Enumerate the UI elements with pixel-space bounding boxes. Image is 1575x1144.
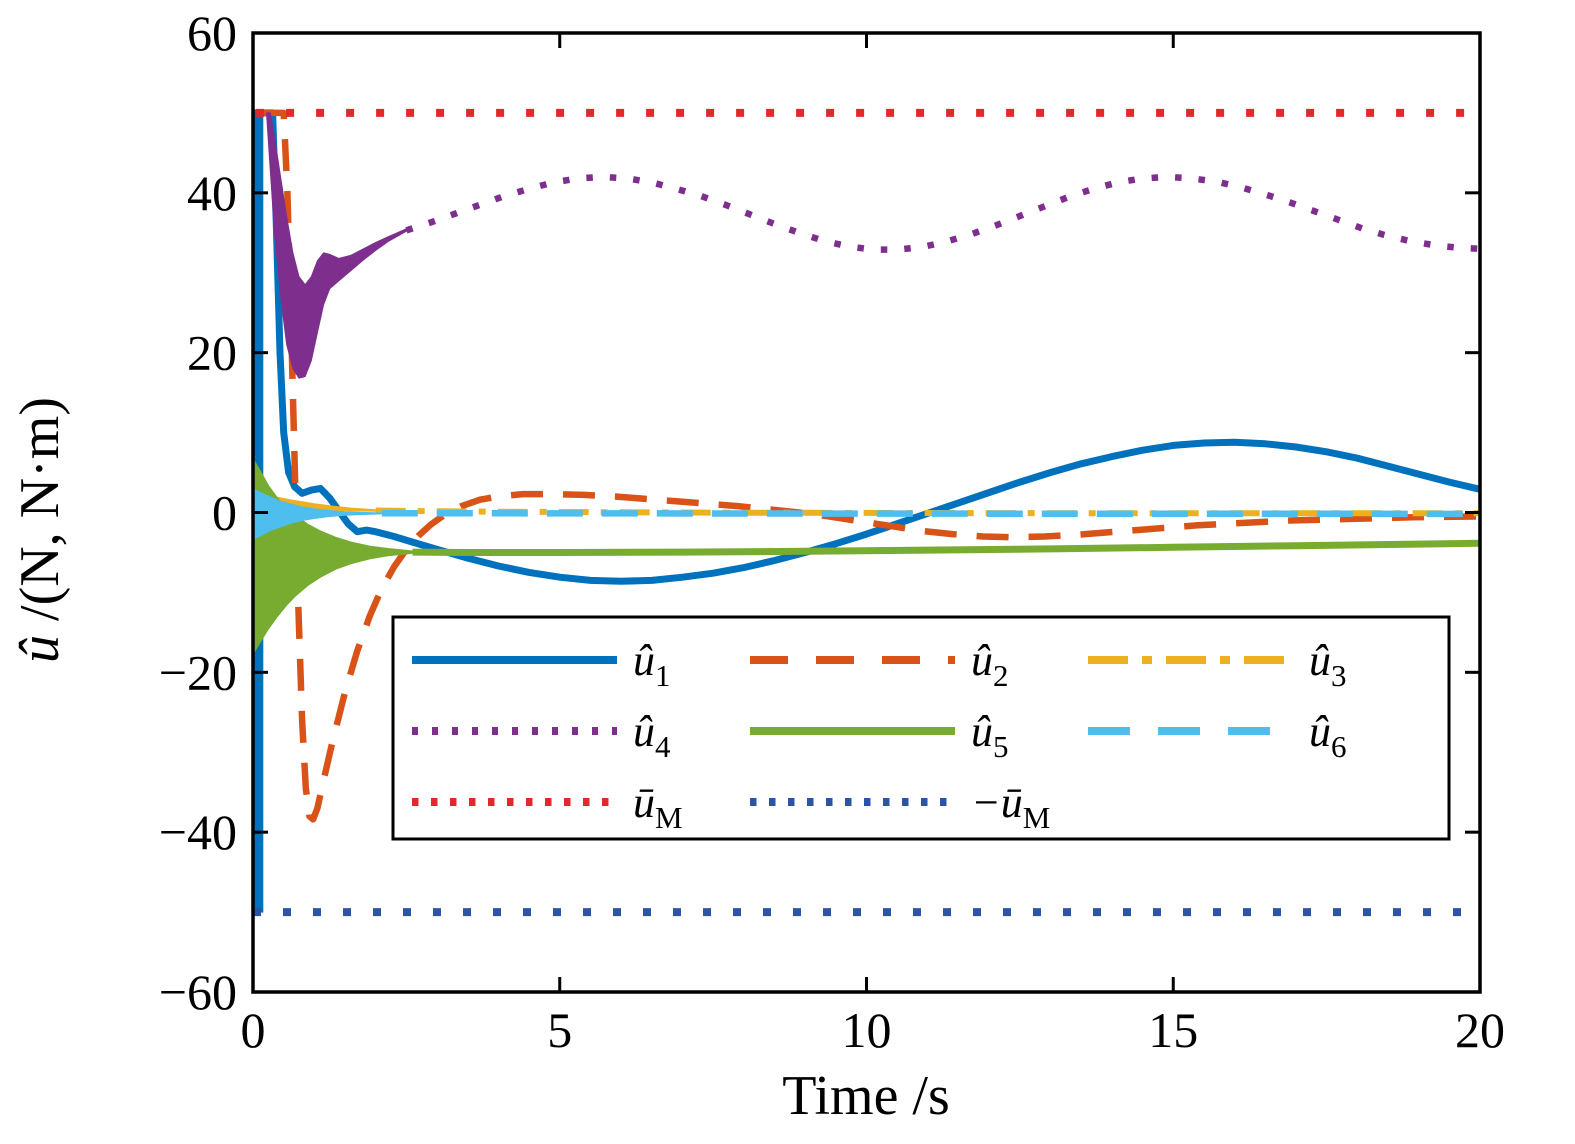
legend-entry-u2: û2 xyxy=(750,636,1009,693)
x-axis-label: Time /s xyxy=(782,1065,950,1127)
series-line-u6 xyxy=(381,510,1481,518)
legend-label-u1: û1 xyxy=(633,636,671,693)
legend-entry-u1: û1 xyxy=(412,636,671,693)
legend: û1 û2 û3 û4 û5 û6 ūM −ūM xyxy=(391,615,1451,841)
legend-entry-u4: û4 xyxy=(412,707,671,764)
legend-entry-u3: û3 xyxy=(1088,636,1347,693)
legend-entry-minus_uM: −ūM xyxy=(750,778,1050,835)
x-tick-label: 10 xyxy=(842,1002,892,1058)
y-axis-label-units: /(N, N·m) xyxy=(9,397,71,635)
legend-label-uM: ūM xyxy=(633,778,683,835)
legend-entry-u5: û5 xyxy=(750,707,1009,764)
y-tick-label: 40 xyxy=(187,165,237,221)
series-layer xyxy=(252,108,1481,917)
series-line-u4 xyxy=(405,173,1481,253)
legend-entry-u6: û6 xyxy=(1088,707,1347,764)
series-line-u3 xyxy=(375,507,1480,517)
y-axis-label: û /(N, N·m) xyxy=(9,397,71,663)
x-tick-label: 15 xyxy=(1148,1002,1198,1058)
y-tick-label: 0 xyxy=(212,485,237,541)
x-tick-label: 0 xyxy=(241,1002,266,1058)
y-tick-label: −40 xyxy=(159,804,237,860)
legend-label-u2: û2 xyxy=(971,636,1009,693)
y-tick-label: 20 xyxy=(187,325,237,381)
legend-label-u4: û4 xyxy=(633,707,671,764)
series-line-u5 xyxy=(412,539,1481,556)
x-tick-label: 20 xyxy=(1455,1002,1505,1058)
legend-label-u5: û5 xyxy=(971,707,1009,764)
legend-label-minus_uM: −ūM xyxy=(971,778,1050,835)
y-tick-label: 60 xyxy=(187,5,237,61)
tick-labels-layer: 0 5 10 15 20 −60 −40 −20 0 20 40 60 xyxy=(159,5,1505,1058)
series-line-u1 xyxy=(254,109,1481,585)
series-line-u2 xyxy=(257,109,1481,823)
y-tick-label: −60 xyxy=(159,964,237,1020)
legend-label-u6: û6 xyxy=(1309,707,1347,764)
ticks-layer xyxy=(251,31,1482,994)
legend-entry-uM: ūM xyxy=(412,778,683,835)
legend-label-u3: û3 xyxy=(1309,636,1347,693)
x-tick-label: 5 xyxy=(547,1002,572,1058)
y-axis-label-variable: û xyxy=(9,635,71,663)
y-tick-label: −20 xyxy=(159,644,237,700)
